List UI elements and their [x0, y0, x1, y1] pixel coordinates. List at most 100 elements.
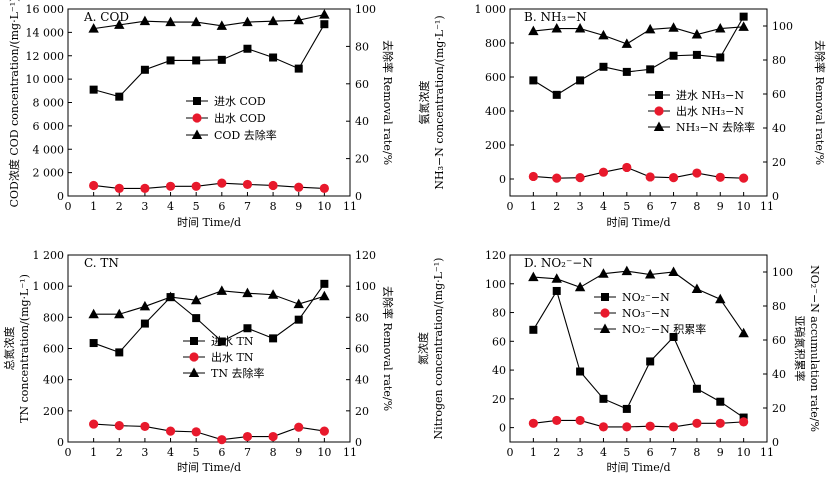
- data-point: [294, 315, 303, 324]
- data-point: [551, 23, 562, 33]
- data-point: [715, 172, 725, 182]
- x-tick-label: 7: [244, 446, 251, 459]
- y-right-tick-label: 40: [772, 368, 786, 381]
- x-tick-label: 0: [507, 200, 514, 213]
- data-point: [216, 285, 228, 295]
- data-point: [692, 50, 701, 59]
- panel-title: C. TN: [84, 256, 119, 270]
- data-point: [739, 417, 749, 427]
- data-point: [114, 308, 125, 319]
- x-tick-label: 5: [623, 446, 630, 459]
- series-circle: [89, 419, 329, 445]
- data-point: [319, 290, 330, 301]
- data-point: [319, 426, 329, 436]
- data-point: [320, 20, 329, 29]
- data-point: [216, 20, 228, 30]
- y-left-tick-label: 200: [43, 405, 64, 418]
- y-left-label-cn: 氨氮浓度: [417, 81, 431, 125]
- y-left-tick-label: 40: [492, 364, 506, 377]
- legend-marker: [601, 293, 609, 301]
- data-point: [646, 65, 655, 74]
- data-point: [552, 415, 562, 426]
- data-point: [267, 15, 279, 26]
- data-point: [89, 419, 99, 429]
- x-axis-label: 时间 Time/d: [606, 461, 670, 474]
- y-right-tick-label: 40: [772, 122, 786, 135]
- legend-marker: [191, 129, 203, 139]
- data-point: [599, 62, 608, 71]
- legend-marker: [599, 323, 611, 333]
- data-point: [140, 65, 149, 74]
- data-point: [242, 16, 253, 27]
- data-point: [165, 16, 176, 27]
- y-right-tick-label: 120: [355, 249, 376, 262]
- x-tick-label: 4: [600, 200, 607, 213]
- x-tick-label: 10: [737, 200, 751, 213]
- y-left-tick-label: 20: [492, 393, 506, 406]
- data-point: [269, 53, 278, 62]
- x-tick-label: 6: [218, 200, 225, 213]
- y-right-tick-label: 20: [355, 405, 369, 418]
- y-right-tick-label: 60: [772, 88, 786, 101]
- data-point: [668, 22, 679, 32]
- panel-title: B. NH₃−N: [524, 10, 587, 24]
- x-tick-label: 1: [90, 200, 97, 213]
- data-point: [89, 339, 98, 348]
- y-right-tick-label: 60: [355, 343, 369, 356]
- plot-frame: [509, 254, 768, 443]
- legend-label: 进水 NH₃−N: [676, 89, 744, 102]
- data-point: [89, 85, 98, 94]
- x-tick-label: 11: [343, 200, 357, 213]
- data-point: [716, 397, 725, 406]
- y-right-label: 去除率 Removal rate/%: [813, 40, 827, 165]
- legend-label: NO₂⁻−N 积累率: [622, 322, 706, 336]
- data-point: [621, 265, 633, 276]
- data-point: [166, 56, 175, 65]
- data-point: [319, 183, 329, 194]
- legend-marker: [192, 113, 202, 123]
- x-tick-label: 2: [116, 200, 123, 213]
- y-right-tick-label: 80: [355, 40, 369, 53]
- data-point: [268, 180, 278, 191]
- legend-marker: [655, 91, 663, 99]
- x-axis-label: 时间 Time/d: [177, 461, 241, 474]
- legend-label: TN 去除率: [211, 366, 264, 380]
- y-left-tick-label: 600: [43, 343, 64, 356]
- data-point: [243, 44, 252, 53]
- data-point: [269, 334, 278, 343]
- legend-label: 出水 COD: [214, 111, 266, 125]
- y-left-tick-label: 0: [499, 422, 506, 435]
- plot-frame: [67, 254, 351, 443]
- y-left-tick-label: 600: [485, 71, 506, 84]
- y-left-label: NH₃−N concentration/(mg·L⁻¹): [433, 15, 446, 189]
- data-point: [599, 394, 608, 403]
- x-tick-label: 10: [737, 446, 751, 459]
- panel-title: A. COD: [83, 10, 129, 24]
- data-point: [644, 23, 656, 34]
- y-right-tick-label: 100: [355, 3, 376, 16]
- y-left-tick-label: 16 000: [26, 3, 65, 16]
- series-line: [93, 423, 325, 441]
- y-right-tick-label: 60: [772, 334, 786, 347]
- y-left-tick-label: 12 000: [26, 50, 65, 63]
- x-tick-label: 1: [530, 446, 537, 459]
- y-left-tick-label: 0: [499, 173, 506, 186]
- y-right-tick-label: 20: [772, 156, 786, 169]
- y-left-tick-label: 400: [43, 374, 64, 387]
- legend-label: NH₃−N 去除率: [676, 120, 755, 134]
- y-left-tick-label: 0: [57, 436, 64, 449]
- series-square: [89, 20, 329, 101]
- data-point: [716, 53, 725, 62]
- data-point: [294, 182, 304, 192]
- data-point: [191, 181, 201, 191]
- y-left-tick-label: 2 000: [33, 167, 65, 180]
- series-triangle: [88, 285, 330, 319]
- data-point: [114, 421, 124, 431]
- data-point: [115, 348, 124, 357]
- x-tick-label: 4: [600, 446, 607, 459]
- data-point: [552, 90, 561, 99]
- x-tick-label: 4: [167, 446, 174, 459]
- data-point: [715, 293, 726, 304]
- y-left-tick-label: 800: [485, 37, 506, 50]
